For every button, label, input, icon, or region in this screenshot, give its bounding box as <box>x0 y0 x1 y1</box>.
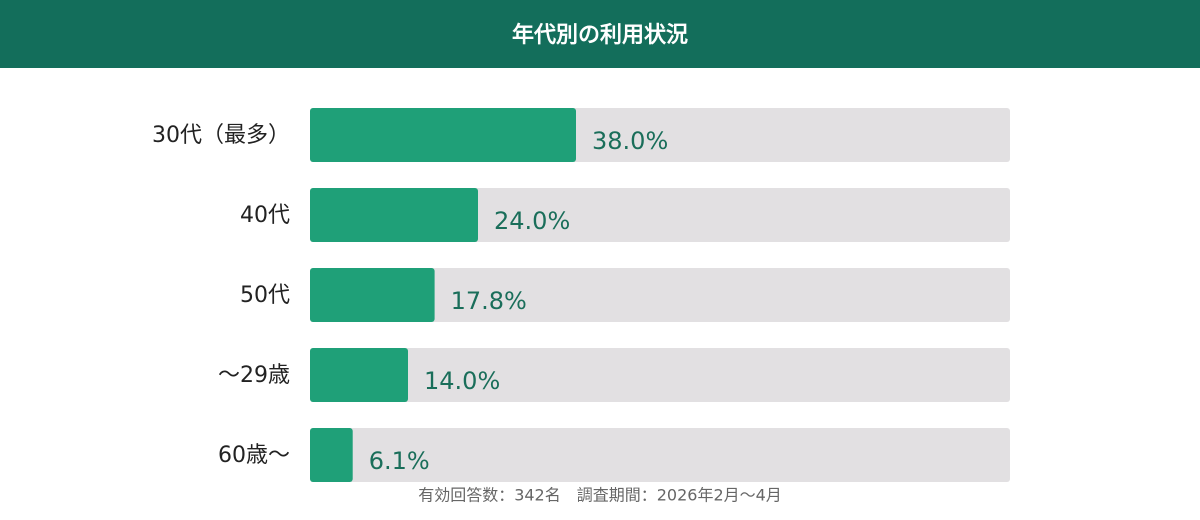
bar-track <box>310 188 1010 242</box>
value-label: 6.1% <box>369 447 430 475</box>
value-label: 17.8% <box>451 287 527 315</box>
category-label: 30代（最多） <box>152 123 290 148</box>
footnote: 有効回答数：342名 調査期間：2026年2月〜4月 <box>418 486 782 505</box>
category-label: 〜29歳 <box>218 363 290 388</box>
category-label: 40代 <box>240 203 290 228</box>
bar <box>310 348 408 402</box>
bar <box>310 108 576 162</box>
value-label: 24.0% <box>494 207 570 235</box>
chart-title: 年代別の利用状況 <box>512 22 688 48</box>
value-label: 14.0% <box>424 367 500 395</box>
header-bar <box>0 0 1200 68</box>
bar <box>310 428 353 482</box>
category-label: 50代 <box>240 283 290 308</box>
bar-track <box>310 428 1010 482</box>
value-label: 38.0% <box>592 127 668 155</box>
category-label: 60歳〜 <box>218 443 290 468</box>
bar-track <box>310 268 1010 322</box>
bar-track <box>310 348 1010 402</box>
bar <box>310 268 435 322</box>
bar <box>310 188 478 242</box>
